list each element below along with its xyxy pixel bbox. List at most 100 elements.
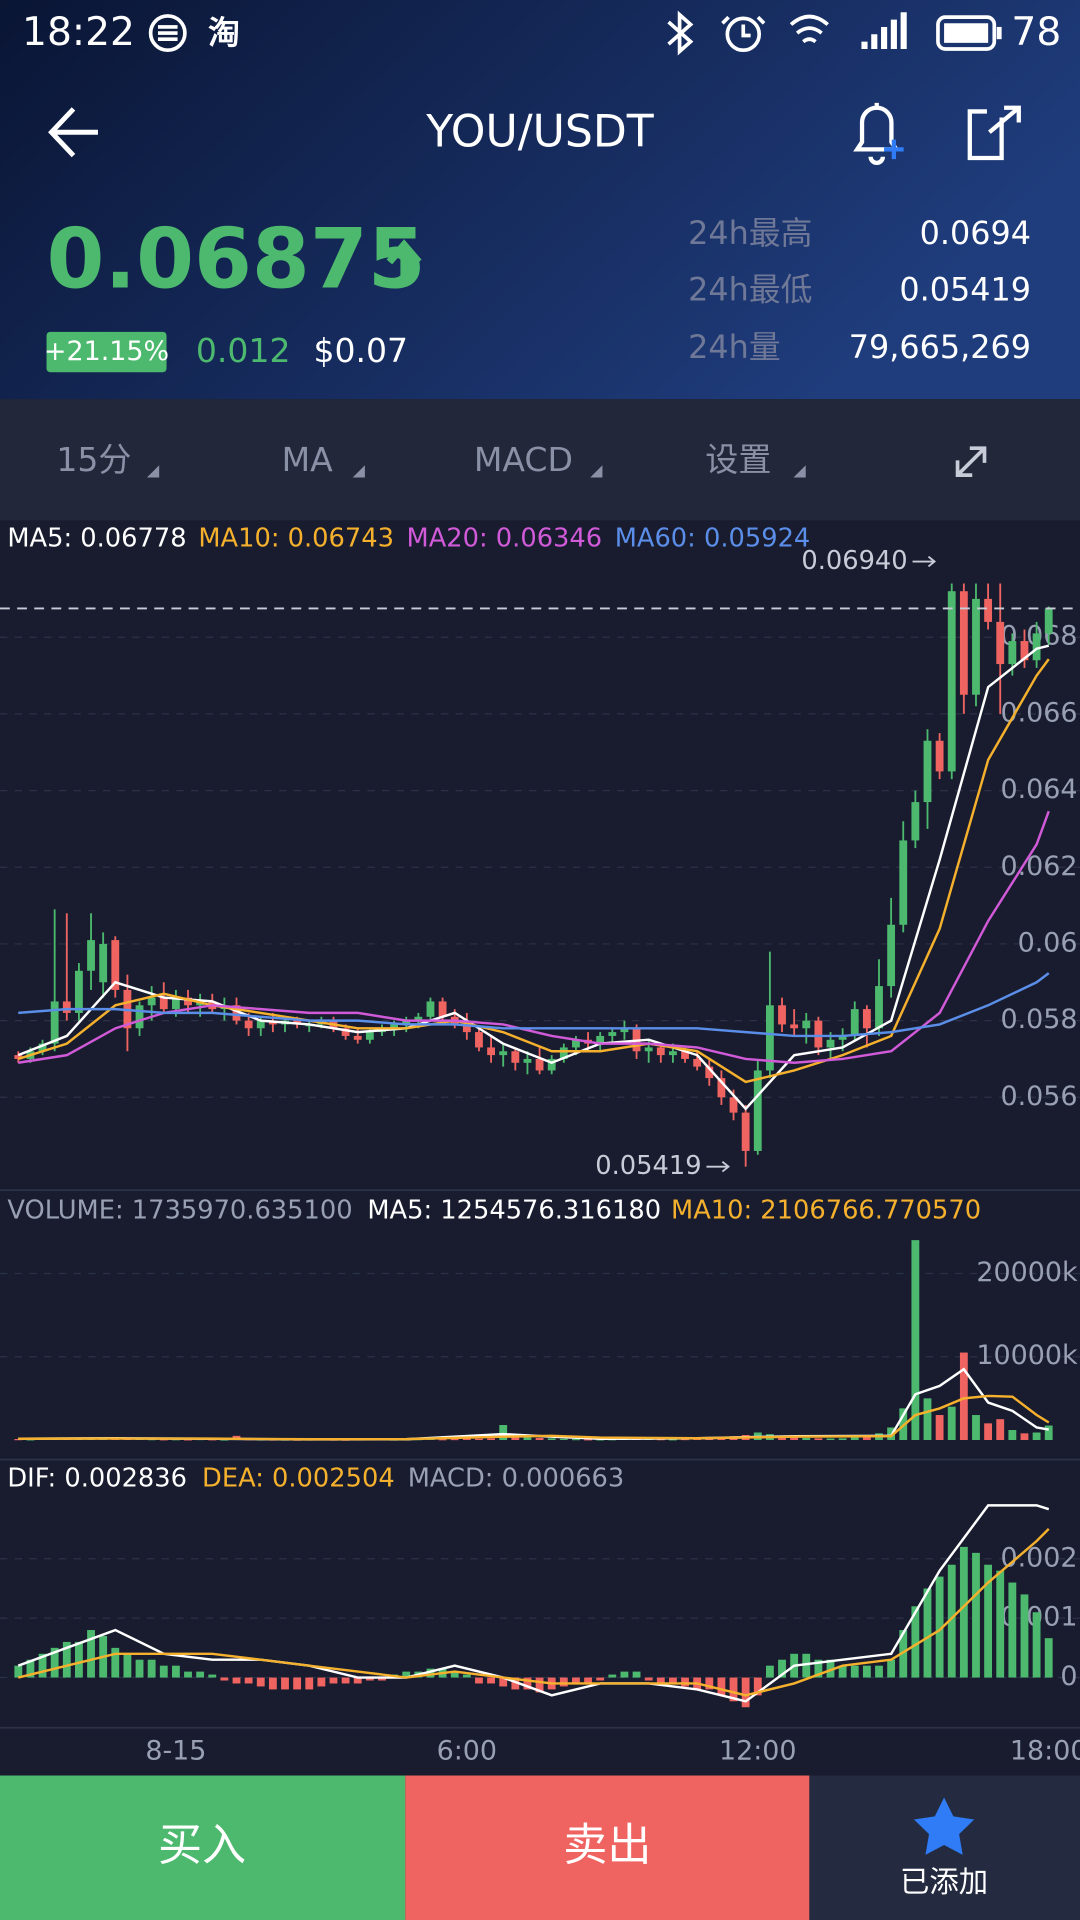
- macd-bar: [644, 1677, 653, 1681]
- macd-bar: [972, 1552, 980, 1678]
- macd-bar: [1044, 1638, 1053, 1678]
- main-indicator-select[interactable]: MA: [282, 440, 334, 479]
- y-tick-label: 20000k: [976, 1257, 1078, 1288]
- legend-label: VOLUME: 1735970.635100: [7, 1196, 352, 1226]
- toolbar-background: [0, 399, 1080, 521]
- stat-value: 79,665,269: [849, 328, 1031, 366]
- candle-body: [111, 940, 120, 990]
- candle-body: [608, 1032, 617, 1036]
- star-icon: [913, 1797, 975, 1855]
- volume-bar: [572, 1439, 580, 1441]
- candle-body: [159, 997, 168, 1010]
- candle-body: [438, 1001, 447, 1017]
- macd-bar: [935, 1576, 944, 1678]
- change-badge: [46, 331, 167, 373]
- change-amount: 0.012: [196, 331, 291, 370]
- legend-label: MA10: 0.06743: [198, 523, 394, 553]
- pair-title: YOU/USDT: [425, 107, 655, 158]
- buy-button[interactable]: [0, 1775, 406, 1920]
- candle-body: [135, 1005, 144, 1029]
- candle-body: [232, 1005, 241, 1021]
- candle-body: [741, 1112, 750, 1151]
- macd-bar: [244, 1677, 253, 1684]
- settings-select[interactable]: 设置: [705, 440, 771, 479]
- macd-bar: [293, 1677, 302, 1690]
- macd-bar: [875, 1665, 883, 1678]
- macd-bar: [196, 1671, 205, 1678]
- candle-body: [705, 1066, 714, 1079]
- sub-indicator-select[interactable]: MACD: [474, 440, 573, 479]
- volume-bar: [1008, 1430, 1017, 1440]
- candle-body: [62, 1001, 71, 1013]
- macd-bar: [341, 1677, 350, 1684]
- interval-select[interactable]: 15分: [56, 440, 131, 479]
- sell-label: 卖出: [563, 1820, 651, 1871]
- last-price: 0.06875: [47, 210, 426, 307]
- volume-bar: [584, 1439, 592, 1441]
- macd-bar: [802, 1653, 811, 1678]
- macd-bar: [596, 1677, 605, 1681]
- macd-bar: [681, 1677, 689, 1687]
- candle-body: [14, 1055, 23, 1059]
- alert-button[interactable]: [853, 102, 904, 165]
- volume-bar: [778, 1436, 786, 1440]
- macd-bar: [26, 1659, 35, 1678]
- volume-bar: [1044, 1425, 1053, 1440]
- macd-bar: [281, 1677, 289, 1690]
- macd-bar: [462, 1674, 471, 1678]
- volume-bar: [438, 1439, 447, 1441]
- x-tick-label: 6:00: [437, 1736, 497, 1767]
- status-icon: [148, 14, 187, 53]
- volume-bar: [669, 1439, 677, 1441]
- macd-bar: [268, 1677, 277, 1690]
- volume-bar: [462, 1438, 471, 1440]
- volume-bar: [475, 1438, 483, 1440]
- macd-bar: [753, 1677, 762, 1696]
- macd-bar: [1008, 1582, 1017, 1678]
- y-tick-label: 0.062: [1000, 851, 1077, 882]
- candle-body: [596, 1035, 605, 1044]
- macd-bar: [959, 1546, 968, 1678]
- x-tick-label: 12:00: [719, 1736, 797, 1767]
- macd-bar: [620, 1671, 629, 1678]
- macd-bar: [778, 1659, 786, 1678]
- volume-bar: [1032, 1432, 1041, 1440]
- change-percent: +21.15%: [44, 336, 169, 367]
- candle-body: [826, 1039, 835, 1048]
- macd-bar: [450, 1671, 459, 1678]
- macd-bar: [159, 1665, 168, 1678]
- candle-body: [256, 1020, 265, 1029]
- macd-bar: [62, 1641, 71, 1678]
- back-button[interactable]: [48, 107, 98, 158]
- macd-bar: [123, 1653, 132, 1678]
- candle-body: [559, 1047, 568, 1059]
- macd-bar: [608, 1674, 617, 1678]
- candle-body: [547, 1058, 556, 1071]
- candle-body: [693, 1058, 702, 1067]
- volume-bar: [850, 1437, 859, 1440]
- macd-bar: [656, 1677, 665, 1684]
- macd-bar: [523, 1677, 532, 1690]
- sell-button[interactable]: [405, 1775, 810, 1920]
- legend-label: MA5: 0.06778: [7, 523, 186, 553]
- volume-bar: [984, 1423, 993, 1440]
- macd-bar: [669, 1677, 677, 1684]
- ma-line: [17, 658, 1050, 1084]
- candle-body: [171, 997, 180, 1010]
- macd-bar: [305, 1677, 314, 1690]
- volume-bar: [547, 1438, 556, 1440]
- volume-bar: [826, 1438, 835, 1440]
- y-tick-label: 0.066: [1000, 697, 1077, 728]
- fullscreen-button[interactable]: [955, 446, 987, 477]
- macd-bar: [147, 1659, 156, 1678]
- candle-body: [1032, 633, 1041, 661]
- y-tick-label: 0.056: [1000, 1081, 1077, 1112]
- candle-body: [778, 1005, 786, 1025]
- macd-bar: [765, 1665, 774, 1678]
- candle-body: [147, 997, 156, 1006]
- candle-body: [75, 970, 83, 1013]
- candle-body: [462, 1024, 471, 1033]
- macd-bar: [947, 1564, 956, 1678]
- share-button[interactable]: [967, 105, 1021, 161]
